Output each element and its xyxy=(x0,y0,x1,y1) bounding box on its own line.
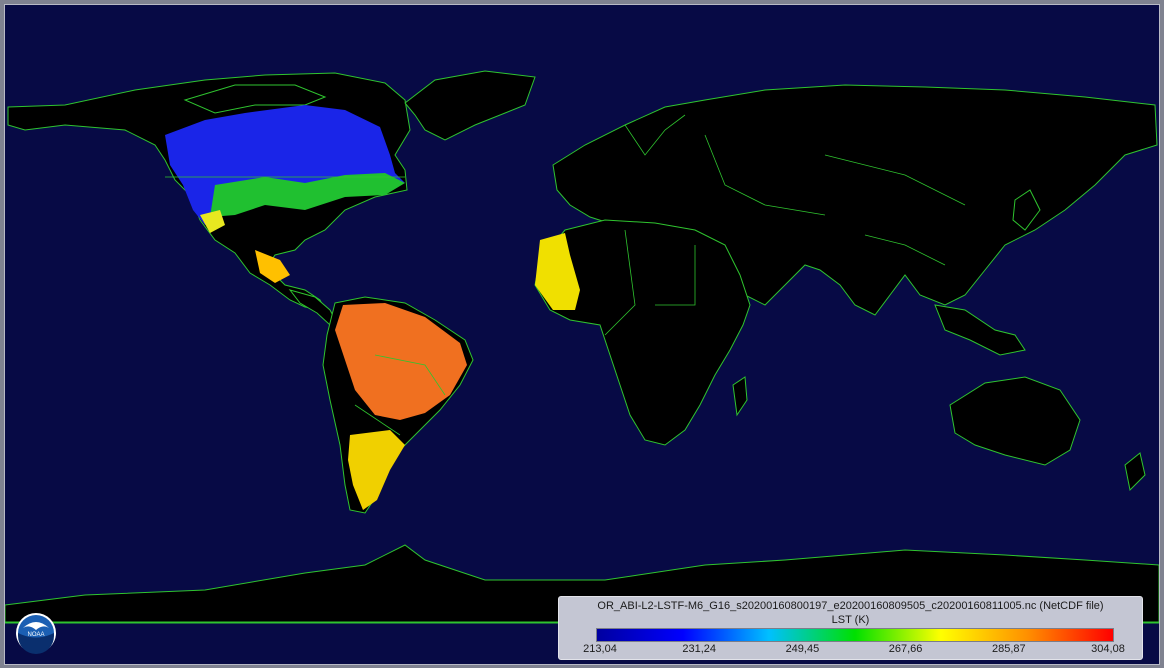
legend-variable-label: LST (K) xyxy=(831,614,870,626)
legend-filename: OR_ABI-L2-LSTF-M6_G16_s20200160800197_e2… xyxy=(597,600,1104,612)
canada-south-overlay xyxy=(210,173,405,217)
noaa-logo: NOAA xyxy=(16,613,56,654)
colorbar-tick-label: 249,45 xyxy=(785,643,820,655)
map-panel[interactable]: NOAA OR_ABI-L2-LSTF-M6_G16_s202001608001… xyxy=(4,4,1160,665)
arctic-islands xyxy=(183,84,327,114)
colorbar-tick-label: 213,04 xyxy=(583,643,617,655)
noaa-logo-text: NOAA xyxy=(27,632,44,638)
amazon-lst-overlay xyxy=(335,303,467,420)
colorbar-tick-label: 231,24 xyxy=(682,643,717,655)
greenland xyxy=(404,70,536,141)
madagascar xyxy=(732,376,748,417)
colorbar-tick-label: 267,66 xyxy=(888,643,923,655)
new-zealand xyxy=(1124,452,1146,492)
usa-west-overlay xyxy=(200,210,225,233)
world-map xyxy=(5,70,1159,624)
colorbar-tick-label: 285,87 xyxy=(991,643,1026,655)
colorbar-tick-label: 304,08 xyxy=(1091,643,1125,655)
japan xyxy=(1012,189,1041,231)
southeast-asia-islands xyxy=(934,304,1026,356)
australia xyxy=(949,376,1081,466)
colorbar-legend: OR_ABI-L2-LSTF-M6_G16_s20200160800197_e2… xyxy=(558,596,1143,660)
colorbar xyxy=(596,628,1114,642)
west-africa-lst-overlay xyxy=(535,233,580,310)
africa xyxy=(534,219,751,446)
argentina-lst-overlay xyxy=(348,430,405,510)
mexico-overlay xyxy=(255,250,290,283)
